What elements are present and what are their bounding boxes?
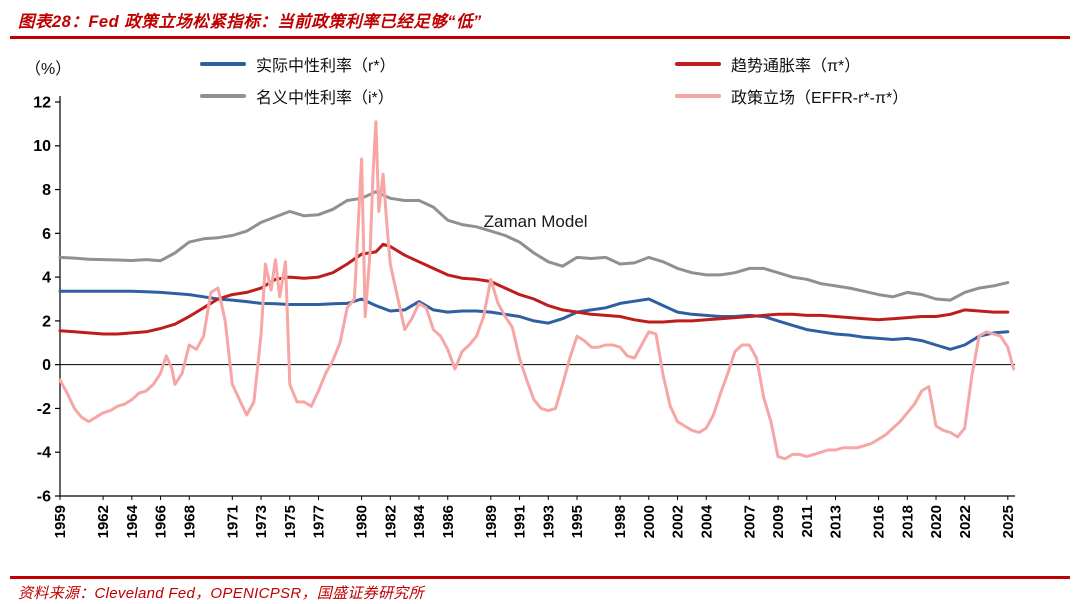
legend-item-policy-stance: 政策立场（EFFR-r*-π*） [675,86,909,107]
y-tick-label: 2 [42,313,51,330]
x-tick-label: 2009 [770,505,787,538]
x-tick-label: 2007 [741,505,758,538]
x-tick-label: 1973 [253,505,270,538]
legend-item-trend-inflation: 趋势通胀率（π*） [675,54,861,75]
x-tick-label: 2011 [799,505,816,538]
x-tick-label: 1966 [153,505,170,538]
legend-label-nominal-neutral-rate: 名义中性利率（i*） [256,90,394,107]
x-tick-label: 1962 [95,505,112,538]
x-tick-label: 1998 [612,505,629,538]
x-tick-label: 1995 [569,505,586,538]
y-tick-label: 8 [42,182,51,199]
blue-line-swatch-icon [200,61,246,67]
y-tick-label: 6 [42,226,51,243]
y-axis-unit-label: （%） [25,61,72,78]
x-tick-label: 1993 [540,505,557,538]
x-tick-label: 1989 [483,505,500,538]
series-line-3 [58,120,1016,461]
x-tick-label: 2004 [698,504,715,538]
chart-annotation: Zaman Model [484,212,588,231]
y-tick-label: 0 [42,357,51,374]
x-tick-label: 2002 [670,505,687,538]
x-tick-label: 1959 [52,505,69,538]
series-line-2 [58,190,1010,302]
x-tick-label: 1984 [411,504,428,538]
bottom-divider [10,576,1070,579]
x-tick-label: 1975 [282,505,299,538]
top-divider [10,36,1070,39]
x-tick-label: 2000 [641,505,658,538]
x-tick-label: 1980 [354,505,371,538]
x-tick-label: 2020 [928,505,945,538]
y-tick-label: 12 [33,94,51,111]
y-tick-label: -4 [37,445,51,462]
y-tick-label: -2 [37,401,51,418]
x-tick-label: 1977 [311,505,328,538]
legend-item-nominal-neutral-rate: 名义中性利率（i*） [200,86,394,107]
legend-label-policy-stance: 政策立场（EFFR-r*-π*） [731,90,909,107]
x-tick-label: 2016 [871,505,888,538]
x-tick-label: 2025 [1000,505,1017,538]
source-text: 资料来源：Cleveland Fed，OPENICPSR，国盛证券研究所 [18,585,424,602]
legend-item-real-neutral-rate: 实际中性利率（r*） [200,54,396,75]
x-tick-label: 2022 [957,505,974,538]
x-tick-label: 1968 [181,505,198,538]
y-tick-label: 10 [33,138,51,155]
x-tick-label: 2018 [899,505,916,538]
x-tick-label: 1964 [124,504,141,538]
x-tick-label: 1982 [382,505,399,538]
y-tick-label: -6 [37,488,51,505]
legend-label-real-neutral-rate: 实际中性利率（r*） [256,58,396,75]
pink-line-swatch-icon [675,93,721,99]
gray-line-swatch-icon [200,93,246,99]
x-tick-label: 1971 [224,505,241,538]
red-line-swatch-icon [675,61,721,67]
x-tick-label: 1986 [440,505,457,538]
y-tick-label: 4 [42,270,51,287]
chart-title: 图表28：Fed 政策立场松紧指标：当前政策利率已经足够“低” [18,13,482,31]
x-tick-label: 1991 [512,505,529,538]
legend-label-trend-inflation: 趋势通胀率（π*） [731,58,861,75]
x-tick-label: 2013 [828,505,845,538]
